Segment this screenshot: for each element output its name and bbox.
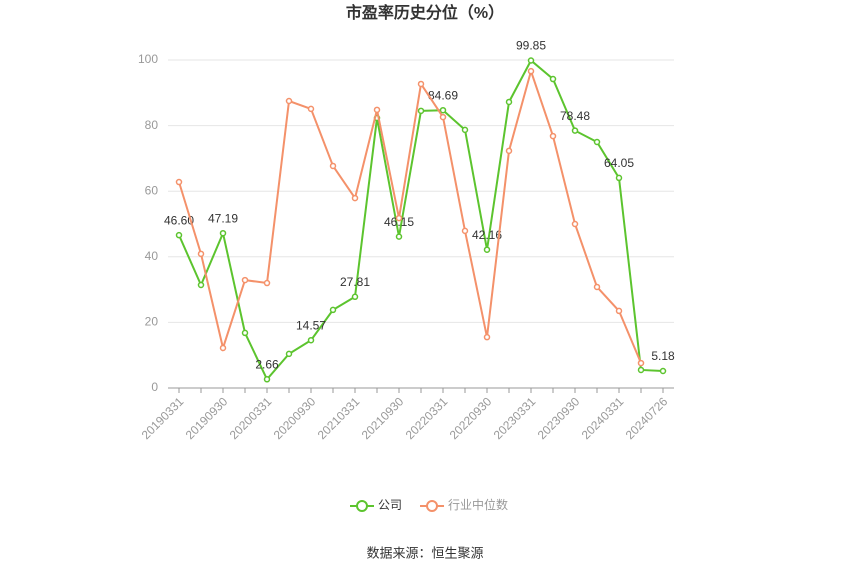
x-tick-label: 20210930 — [359, 394, 407, 442]
data-point — [615, 174, 623, 182]
data-point — [549, 75, 557, 83]
legend-label: 行业中位数 — [448, 497, 508, 512]
data-point — [659, 367, 667, 375]
data-point — [527, 67, 535, 75]
data-point — [505, 98, 513, 106]
x-tick-label: 20240726 — [623, 394, 671, 442]
x-tick-label: 20230331 — [491, 394, 539, 442]
y-tick-label: 0 — [151, 380, 158, 394]
chart-title: 市盈率历史分位（%） — [346, 3, 504, 22]
y-tick-label: 40 — [145, 249, 159, 263]
x-tick-label: 20200930 — [271, 394, 319, 442]
x-tick-label: 20210331 — [315, 394, 363, 442]
data-point — [307, 336, 315, 344]
data-point — [395, 233, 403, 240]
series-line — [178, 67, 642, 364]
data-point — [351, 293, 359, 301]
data-point — [571, 220, 579, 228]
data-point — [373, 106, 381, 114]
data-point — [175, 231, 183, 239]
data-point — [549, 132, 557, 140]
data-point — [351, 194, 359, 202]
legend-label: 公司 — [378, 498, 402, 512]
data-point — [505, 147, 513, 155]
data-point — [571, 127, 579, 134]
x-tick-label: 20200331 — [227, 394, 275, 442]
data-point — [285, 350, 293, 358]
data-point — [263, 279, 271, 287]
x-tick-label: 20190331 — [139, 394, 187, 442]
legend-marker — [426, 500, 439, 512]
data-point — [329, 306, 337, 314]
data-label: 46.60 — [164, 213, 194, 227]
data-point — [241, 329, 249, 337]
x-tick-label: 20220331 — [403, 394, 451, 442]
x-tick-label: 20190930 — [183, 394, 231, 442]
data-point — [241, 276, 249, 284]
data-point — [175, 178, 183, 186]
data-label: 5.18 — [651, 349, 675, 363]
data-point — [593, 283, 601, 291]
data-label: 64.05 — [604, 156, 634, 170]
data-point — [197, 250, 205, 258]
y-tick-label: 80 — [145, 118, 159, 132]
data-point — [417, 80, 425, 88]
data-point — [637, 359, 645, 367]
data-label: 84.69 — [428, 88, 458, 102]
data-label: 42.16 — [472, 228, 502, 242]
data-point — [219, 229, 227, 237]
data-point — [417, 107, 425, 115]
data-point — [307, 105, 315, 113]
data-point — [439, 106, 447, 114]
data-point — [615, 307, 623, 315]
y-tick-label: 100 — [138, 52, 158, 66]
data-point — [637, 366, 645, 374]
data-point — [395, 214, 403, 222]
legend-item: 行业中位数 — [420, 497, 508, 512]
x-tick-label: 20240331 — [579, 394, 627, 442]
data-point — [483, 333, 491, 341]
data-label: 46.15 — [384, 215, 414, 229]
y-tick-label: 60 — [145, 183, 159, 197]
data-label: 27.81 — [340, 275, 370, 289]
data-point — [461, 126, 469, 134]
data-label: 99.85 — [516, 39, 546, 53]
legend-item: 公司 — [350, 498, 402, 512]
data-point — [439, 113, 447, 121]
data-point — [263, 376, 271, 383]
data-point — [461, 227, 469, 235]
y-tick-label: 20 — [145, 315, 159, 329]
data-point — [197, 281, 205, 289]
source-note: 数据来源：恒生聚源 — [366, 545, 483, 560]
data-point — [593, 138, 601, 146]
data-label: 2.66 — [255, 357, 279, 371]
data-point — [483, 246, 491, 253]
data-label: 47.19 — [208, 211, 238, 225]
data-point — [329, 162, 337, 170]
data-point — [219, 344, 227, 352]
data-point — [527, 57, 535, 64]
data-label: 78.48 — [560, 109, 590, 123]
legend-marker — [356, 500, 368, 512]
data-point — [285, 97, 293, 105]
x-tick-label: 20230930 — [535, 394, 583, 442]
data-label: 14.57 — [296, 318, 326, 332]
x-tick-label: 20220930 — [447, 394, 495, 442]
